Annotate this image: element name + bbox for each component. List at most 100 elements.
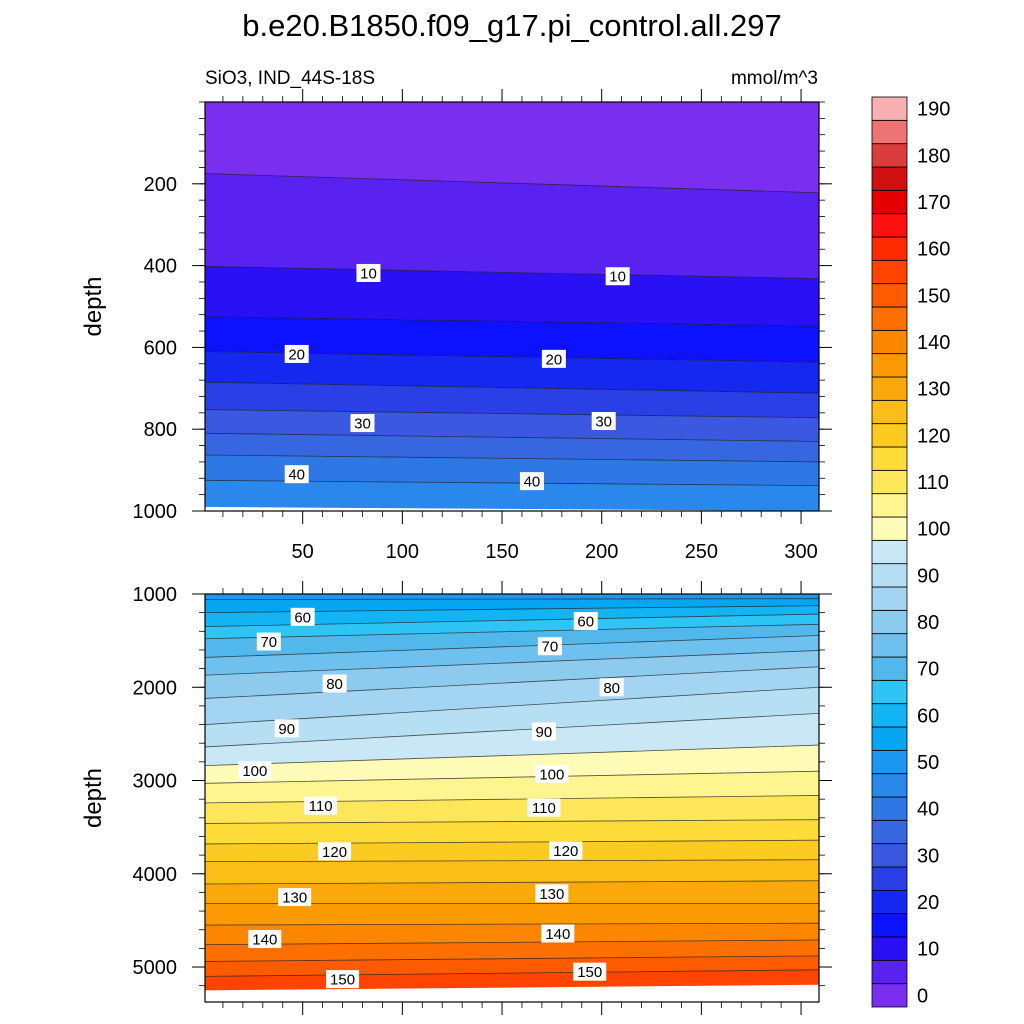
colorbar-label: 160 [917,239,950,261]
contour-label-text: 60 [577,614,594,631]
contour-label-box [256,632,281,651]
contour-label-box [290,607,315,626]
contour-band [205,795,819,824]
contour-label: 60 [290,607,315,626]
contour-band [205,745,819,784]
colorbar-label: 120 [917,425,950,447]
contour-label: 70 [256,632,281,651]
upper-contour-panel: 200 400 600 800 1000 50 100 150 200 250 300 depth 10… [80,89,832,563]
contour-label: 90 [274,719,299,738]
colorbar-label: 110 [917,472,949,494]
plot-frame [204,593,820,1003]
contour-label: 30 [350,414,375,433]
contour-label: 150 [573,962,607,981]
contour-label-text: 30 [595,414,612,431]
colorbar-label: 40 [917,799,939,821]
x-tick-label: 150 [485,541,518,563]
colorbar-box [871,819,908,845]
colorbar-label: 60 [917,705,939,727]
contour-label-text: 10 [609,269,626,286]
contour-label-box [284,344,309,363]
colorbar-box [871,866,908,891]
contour-band [205,650,819,699]
contour-band [205,903,819,926]
contour-band [205,614,819,639]
contour-label-text: 80 [326,676,343,693]
contour-label-box [531,722,556,741]
contour-band [205,771,819,803]
contour-label: 120 [549,841,583,860]
contour-label-box [591,412,616,431]
contour-band [205,454,819,486]
plot-frame [204,101,820,512]
y-axis-label: depth [80,768,107,828]
contour-label: 130 [278,888,312,907]
contour-label: 70 [537,637,562,656]
contour-line [204,955,820,962]
colorbar-box [871,749,908,775]
contour-line [204,922,820,926]
colorbar-box [871,843,908,868]
colorbar-box [871,983,908,1008]
contour-line [204,316,820,327]
contour-label-box [573,612,598,631]
contour-label-text: 150 [577,964,602,981]
contour-label-text: 120 [553,843,578,860]
colorbar-box [871,656,908,681]
contour-line [204,623,820,640]
colorbar-box [871,376,908,401]
colorbar-label: 100 [917,519,950,541]
contour-label: 10 [356,263,381,282]
contour-label-text: 70 [260,634,277,651]
contour-label-box [238,761,272,780]
colorbar-box [871,96,908,121]
contour-line [204,969,820,977]
colorbar-label: 80 [917,612,939,634]
contour-label-box [605,267,630,286]
contour-band [205,666,819,725]
contour-band [205,102,819,193]
contour-label-box [284,465,309,484]
colorbar-label: 90 [917,565,939,587]
y-tick-label: 5000 [133,957,178,979]
contour-label-box [573,962,607,981]
colorbar-box [871,936,908,961]
contour-line [204,381,820,394]
colorbar-box [871,539,908,565]
contour-band [205,433,819,462]
contour-line [204,880,820,885]
contour-band [205,173,819,279]
contour-label: 80 [599,678,624,697]
contour-label: 100 [535,764,569,783]
contour-line [204,744,820,766]
contour-line [204,839,820,845]
contour-band [205,624,819,658]
contour-label: 80 [322,674,347,693]
contour-line [204,635,820,658]
contour-band [205,713,819,766]
y-tick-label: 400 [144,256,177,278]
contour-band [205,480,819,511]
contour-label-box [318,842,352,861]
contour-label-text: 20 [546,351,563,368]
colorbar-box [871,469,908,495]
colorbar-box [871,493,908,518]
contour-label-text: 20 [288,346,305,363]
contour-label: 10 [605,267,630,286]
contour-label-text: 40 [524,474,541,491]
colorbar-label: 130 [917,379,950,401]
contour-label-box [519,472,544,491]
x-tick-label: 200 [585,541,618,563]
contour-line [204,266,820,280]
contour-band [205,880,819,904]
contour-label-box [527,798,561,817]
contour-label-box [535,764,569,783]
contour-label-text: 100 [242,763,267,780]
y-tick-label: 2000 [133,677,178,699]
contour-line [204,173,820,194]
y-tick-label: 4000 [133,864,178,886]
lower-contour-panel: 1000 2000 3000 4000 5000 depth 60 60 70 70 80 80 90 9… [80,581,832,1015]
contour-line [204,819,820,824]
y-tick-label: 800 [144,419,177,441]
